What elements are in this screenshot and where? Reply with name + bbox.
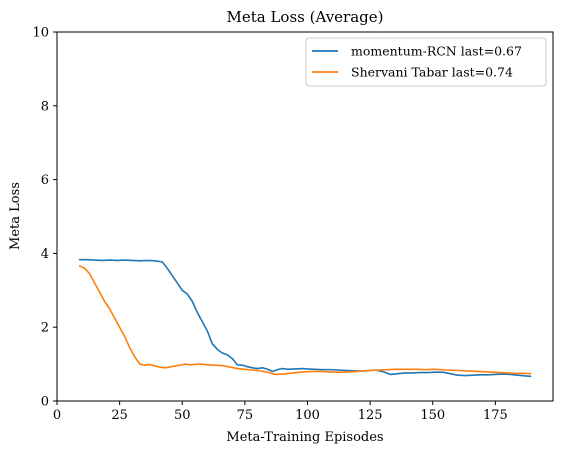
series-layer (78, 258, 532, 378)
x-tick-label: 175 (483, 408, 508, 423)
x-axis-ticks: 0 25 50 75 100 125 150 175 (53, 401, 508, 423)
y-axis-ticks: 0 2 4 6 8 10 (32, 26, 57, 410)
legend-box (305, 37, 547, 87)
y-tick-label: 6 (41, 173, 49, 188)
y-tick-label: 10 (32, 26, 49, 41)
legend-label: momentum-RCN last=0.67 (351, 44, 522, 59)
series-line-0 (78, 258, 532, 378)
x-tick-label: 125 (358, 408, 383, 423)
y-tick-label: 0 (41, 395, 49, 410)
x-tick-label: 50 (174, 408, 191, 423)
x-tick-label: 75 (237, 408, 254, 423)
legend-label: Shervani Tabar last=0.74 (351, 65, 513, 80)
x-tick-label: 0 (53, 408, 61, 423)
y-tick-label: 8 (41, 99, 49, 114)
y-tick-label: 2 (41, 321, 49, 336)
legend: momentum-RCN last=0.67 Shervani Tabar las… (305, 37, 547, 87)
plot-frame (56, 31, 554, 402)
series-line-1 (78, 265, 532, 376)
x-tick-label: 150 (420, 408, 445, 423)
y-tick-label: 4 (41, 247, 49, 262)
y-axis-label: Meta Loss (8, 182, 23, 250)
x-axis-label: Meta-Training Episodes (226, 430, 383, 445)
x-tick-label: 100 (295, 408, 320, 423)
chart-title: Meta Loss (Average) (226, 8, 383, 26)
x-tick-label: 25 (111, 408, 128, 423)
